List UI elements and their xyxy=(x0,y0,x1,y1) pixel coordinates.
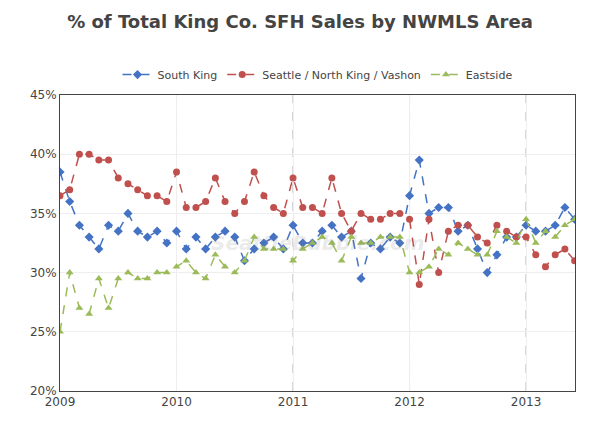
svg-text:20%: 20% xyxy=(30,384,57,398)
svg-text:2011: 2011 xyxy=(278,395,309,409)
svg-text:30%: 30% xyxy=(30,266,57,280)
svg-text:% of Total King Co. SFH Sales: % of Total King Co. SFH Sales by NWMLS A… xyxy=(67,11,533,32)
svg-text:45%: 45% xyxy=(30,88,57,102)
svg-text:2010: 2010 xyxy=(161,395,192,409)
svg-text:2013: 2013 xyxy=(511,395,542,409)
svg-text:2009: 2009 xyxy=(45,395,76,409)
svg-text:35%: 35% xyxy=(30,207,57,221)
svg-text:2012: 2012 xyxy=(394,395,425,409)
svg-text:Eastside: Eastside xyxy=(466,69,513,82)
svg-text:25%: 25% xyxy=(30,325,57,339)
svg-text:Seattle / North King / Vashon: Seattle / North King / Vashon xyxy=(262,69,421,82)
svg-text:South King: South King xyxy=(158,69,218,82)
svg-text:SeattleBubble.com: SeattleBubble.com xyxy=(211,231,425,255)
svg-text:40%: 40% xyxy=(30,147,57,161)
